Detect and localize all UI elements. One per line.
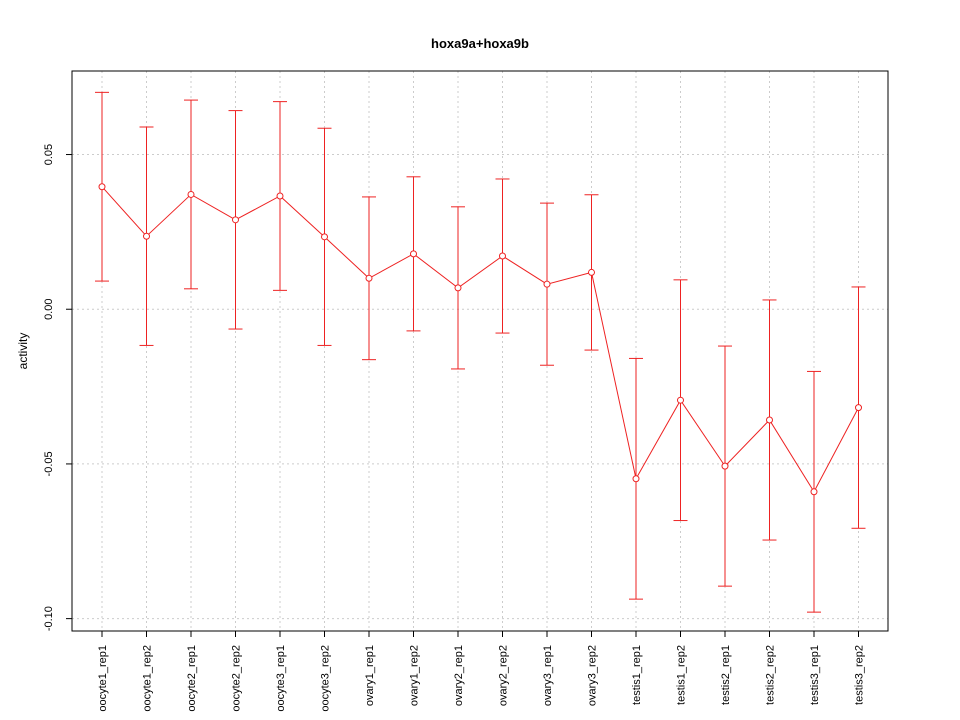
- x-tick-label: oocyte3_rep1: [275, 645, 287, 712]
- data-point: [276, 192, 284, 200]
- data-point: [855, 404, 862, 412]
- grid-layer: [72, 71, 888, 631]
- y-tick-label: 0.00: [43, 299, 55, 320]
- x-tick-label: testis2_rep2: [765, 645, 777, 705]
- x-tick-label: oocyte1_rep2: [142, 645, 154, 712]
- y-tick-label: 0.05: [43, 144, 55, 165]
- data-point: [365, 274, 373, 282]
- y-axis: -0.10 -0.05 0.00 0.05: [43, 144, 72, 631]
- data-point: [588, 268, 595, 276]
- data-point: [410, 250, 417, 258]
- data-point: [810, 488, 818, 496]
- x-tick-label: ovary2_rep1: [453, 645, 465, 706]
- data-point: [721, 462, 729, 470]
- x-tick-label: testis1_rep1: [631, 645, 643, 705]
- data-point: [143, 232, 150, 240]
- x-tick-label: oocyte2_rep2: [231, 645, 243, 712]
- x-tick-label: testis1_rep2: [676, 645, 688, 705]
- x-tick-label: testis3_rep1: [809, 645, 821, 705]
- data-point: [499, 252, 506, 260]
- x-tick-label: oocyte1_rep1: [97, 645, 109, 712]
- plot-frame: [71, 70, 889, 632]
- x-tick-label: ovary3_rep2: [587, 645, 599, 706]
- x-tick-label: oocyte2_rep1: [186, 645, 198, 712]
- data-point: [543, 280, 551, 288]
- x-tick-label: ovary3_rep1: [542, 645, 554, 706]
- y-axis-label: activity: [16, 333, 30, 370]
- x-tick-label: ovary1_rep1: [364, 645, 376, 706]
- y-tick-label: -0.05: [43, 451, 55, 476]
- x-tick-label: ovary2_rep2: [498, 645, 510, 706]
- y-tick-label: -0.10: [43, 606, 55, 631]
- data-point: [321, 233, 328, 241]
- x-tick-label: testis3_rep2: [854, 645, 866, 705]
- data-point: [187, 190, 195, 198]
- x-axis: oocyte1_rep1 oocyte1_rep2 oocyte2_rep1 oocy…: [97, 631, 866, 712]
- data-point: [632, 475, 640, 483]
- data-point: [98, 183, 106, 191]
- x-tick-label: ovary1_rep2: [409, 645, 421, 706]
- series-line: [101, 186, 859, 493]
- data-point: [232, 216, 239, 224]
- data-point: [766, 416, 773, 424]
- data-point: [677, 396, 684, 404]
- x-tick-label: testis2_rep1: [720, 645, 732, 705]
- x-tick-label: oocyte3_rep2: [320, 645, 332, 712]
- chart-title: hoxa9a+hoxa9b: [431, 36, 529, 51]
- series-layer: [95, 91, 866, 613]
- data-point: [454, 284, 462, 292]
